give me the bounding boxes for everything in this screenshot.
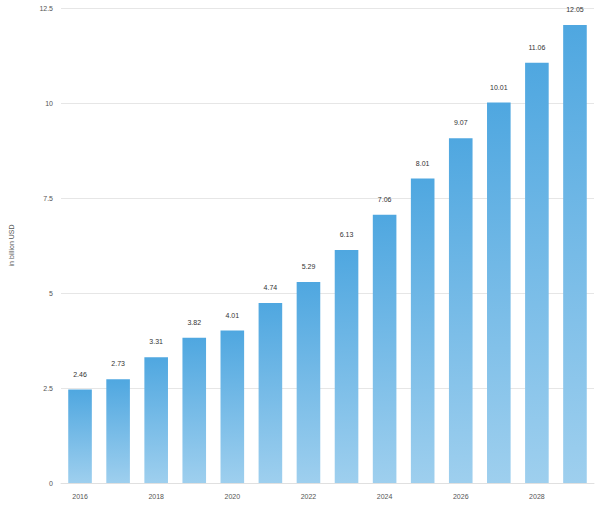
svg-text:5.29: 5.29 xyxy=(302,263,316,270)
svg-text:10: 10 xyxy=(45,100,53,107)
svg-text:5: 5 xyxy=(49,290,53,297)
svg-text:2.5: 2.5 xyxy=(43,385,53,392)
svg-text:2.46: 2.46 xyxy=(73,371,87,378)
svg-text:11.06: 11.06 xyxy=(528,44,545,51)
svg-text:12.05: 12.05 xyxy=(566,6,584,13)
svg-text:7.06: 7.06 xyxy=(378,196,392,203)
svg-text:9.07: 9.07 xyxy=(454,119,468,126)
svg-text:2024: 2024 xyxy=(377,493,393,500)
svg-text:10.01: 10.01 xyxy=(490,84,508,91)
svg-text:4.74: 4.74 xyxy=(264,284,278,291)
svg-text:2018: 2018 xyxy=(148,493,164,500)
svg-text:7.5: 7.5 xyxy=(43,195,53,202)
svg-text:3.31: 3.31 xyxy=(149,338,163,345)
svg-text:6.13: 6.13 xyxy=(340,231,354,238)
svg-text:3.82: 3.82 xyxy=(187,319,201,326)
svg-text:4.01: 4.01 xyxy=(226,312,240,319)
svg-text:in billion USD: in billion USD xyxy=(8,224,15,266)
svg-text:2.73: 2.73 xyxy=(111,360,125,367)
svg-text:2028: 2028 xyxy=(529,493,545,500)
svg-text:0: 0 xyxy=(49,480,53,487)
svg-text:2022: 2022 xyxy=(301,493,317,500)
svg-text:2016: 2016 xyxy=(72,493,88,500)
svg-text:2026: 2026 xyxy=(453,493,469,500)
svg-text:12.5: 12.5 xyxy=(39,5,53,12)
svg-text:2020: 2020 xyxy=(225,493,241,500)
svg-text:8.01: 8.01 xyxy=(416,160,430,167)
